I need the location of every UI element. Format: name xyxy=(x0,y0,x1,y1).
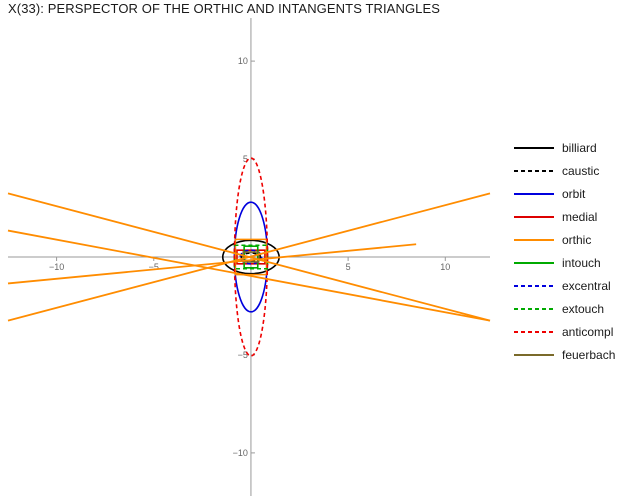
legend-label-medial: medial xyxy=(562,209,598,224)
x-tick-label: 10 xyxy=(440,262,450,272)
orthic-line xyxy=(7,243,417,285)
legend-item-medial: medial xyxy=(514,205,623,228)
legend-item-billiard: billiard xyxy=(514,136,623,159)
legend-swatch-billiard xyxy=(514,146,554,149)
orthic-line xyxy=(7,229,491,322)
y-tick-label: −5 xyxy=(238,350,248,360)
chart-title: X(33): PERSPECTOR OF THE ORTHIC AND INTA… xyxy=(8,1,441,16)
series-caustic xyxy=(240,252,262,262)
x-tick-label: 5 xyxy=(346,262,351,272)
legend-swatch-medial xyxy=(514,215,554,218)
legend-swatch-excentral xyxy=(514,284,554,287)
legend-swatch-orthic xyxy=(514,238,554,241)
legend-swatch-intouch xyxy=(514,261,554,264)
legend-label-intouch: intouch xyxy=(562,255,601,270)
legend-item-anticompl: anticompl xyxy=(514,320,623,343)
legend: billiard caustic orbit medial orthic intouch e… xyxy=(514,136,623,366)
y-tick-label: 10 xyxy=(238,56,248,66)
legend-item-excentral: excentral xyxy=(514,274,623,297)
x-tick-label: −10 xyxy=(49,262,64,272)
x-tick-label: −5 xyxy=(149,262,159,272)
legend-label-excentral: excentral xyxy=(562,278,611,293)
legend-swatch-extouch xyxy=(514,307,554,310)
legend-label-billiard: billiard xyxy=(562,140,597,155)
legend-swatch-orbit xyxy=(514,192,554,195)
legend-item-orbit: orbit xyxy=(514,182,623,205)
legend-item-feuerbach: feuerbach xyxy=(514,343,623,366)
series-anticompl xyxy=(233,157,269,357)
y-tick-label: −10 xyxy=(233,448,248,458)
series-excentral xyxy=(239,249,263,265)
legend-label-extouch: extouch xyxy=(562,301,605,316)
legend-label-caustic: caustic xyxy=(562,163,600,178)
legend-item-intouch: intouch xyxy=(514,251,623,274)
legend-swatch-feuerbach xyxy=(514,353,554,356)
legend-item-caustic: caustic xyxy=(514,159,623,182)
legend-swatch-caustic xyxy=(514,169,554,172)
legend-label-feuerbach: feuerbach xyxy=(562,347,616,362)
legend-swatch-anticompl xyxy=(514,330,554,333)
legend-label-orbit: orbit xyxy=(562,186,586,201)
legend-item-orthic: orthic xyxy=(514,228,623,251)
series-extouch xyxy=(233,244,269,270)
legend-item-extouch: extouch xyxy=(514,297,623,320)
y-tick-label: 5 xyxy=(243,154,248,164)
legend-label-anticompl: anticompl xyxy=(562,324,614,339)
legend-label-orthic: orthic xyxy=(562,232,592,247)
orthic-line xyxy=(7,192,491,322)
